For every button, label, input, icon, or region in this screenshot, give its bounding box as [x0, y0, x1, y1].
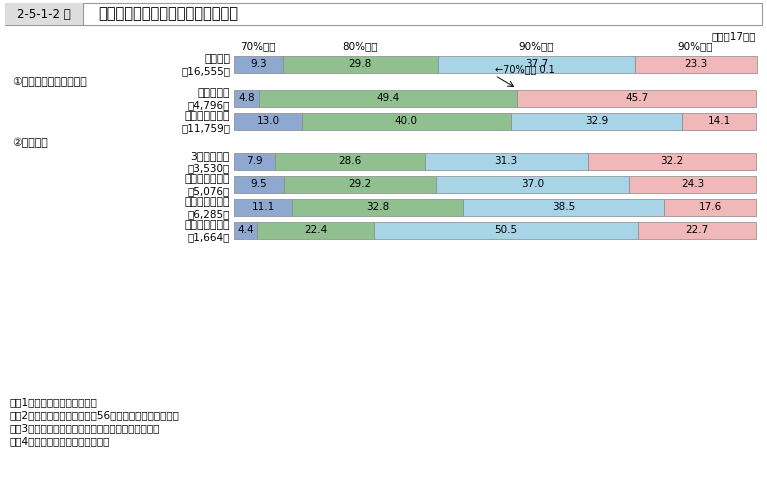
Bar [5, 3, 762, 25]
Bar [463, 198, 664, 216]
Text: 49.4: 49.4 [377, 93, 400, 103]
Bar [518, 90, 756, 106]
Text: （5,076）: （5,076） [188, 186, 230, 196]
Text: 3年を超える: 3年を超える [191, 151, 230, 161]
Text: ←70%未満 0.1: ←70%未満 0.1 [495, 65, 555, 75]
Text: 17.6: 17.6 [699, 202, 722, 212]
Text: 32.8: 32.8 [366, 202, 389, 212]
Bar [683, 113, 756, 129]
Text: 総　　数: 総 数 [204, 54, 230, 64]
Bar [234, 56, 282, 72]
Text: 29.8: 29.8 [349, 59, 372, 69]
Text: 90%未満: 90%未満 [518, 41, 555, 51]
Text: 23.3: 23.3 [684, 59, 707, 69]
Text: 7.9: 7.9 [246, 156, 263, 166]
Bar [588, 152, 756, 170]
Text: 4　（　）内は，実数である。: 4 （ ）内は，実数である。 [10, 436, 110, 446]
Text: 31.3: 31.3 [495, 156, 518, 166]
Text: 37.0: 37.0 [521, 179, 544, 189]
Bar [438, 56, 635, 72]
Bar [302, 113, 511, 129]
Text: 45.7: 45.7 [625, 93, 648, 103]
Text: 3　禁錮刑は「非累犯者」として計上している。: 3 禁錮刑は「非累犯者」として計上している。 [10, 423, 160, 433]
Text: 累　犯　者: 累 犯 者 [197, 88, 230, 98]
Text: （平成17年）: （平成17年） [712, 31, 756, 41]
Text: ②　刑期別: ② 刑期別 [12, 138, 48, 148]
Text: 2-5-1-2 図: 2-5-1-2 図 [17, 8, 71, 21]
Bar [436, 175, 629, 193]
Text: 9.3: 9.3 [250, 59, 267, 69]
Text: （11,759）: （11,759） [181, 123, 230, 133]
Text: 40.0: 40.0 [395, 116, 418, 126]
Bar [637, 221, 756, 239]
Bar [234, 113, 302, 129]
Bar [374, 221, 637, 239]
Bar [234, 175, 284, 193]
Text: 非　累　犯　者: 非 累 犯 者 [185, 111, 230, 121]
Bar [234, 90, 259, 106]
Text: 2　「累犯者」とは，刑法56条に規定する者をいう。: 2 「累犯者」とは，刑法56条に規定する者をいう。 [10, 410, 180, 420]
Bar [284, 175, 436, 193]
Bar [234, 221, 257, 239]
Text: 29.2: 29.2 [348, 179, 371, 189]
Bar [234, 198, 292, 216]
Bar [282, 56, 438, 72]
Bar [635, 56, 756, 72]
Text: 9.5: 9.5 [251, 179, 267, 189]
Text: （16,555）: （16,555） [181, 66, 230, 76]
Text: 22.7: 22.7 [685, 225, 709, 235]
Text: ３　年　以　下: ３ 年 以 下 [185, 174, 230, 184]
Bar [275, 152, 424, 170]
Text: （6,285）: （6,285） [188, 209, 230, 219]
Text: 11.1: 11.1 [252, 202, 275, 212]
Text: 50.5: 50.5 [494, 225, 517, 235]
Bar [292, 198, 463, 216]
Text: 90%以上: 90%以上 [678, 41, 713, 51]
Text: 32.9: 32.9 [585, 116, 608, 126]
Text: 70%未満: 70%未満 [241, 41, 276, 51]
Text: １　年　以　下: １ 年 以 下 [185, 220, 230, 230]
Text: （1,664）: （1,664） [188, 232, 230, 242]
Text: （3,530）: （3,530） [188, 163, 230, 173]
Text: ２　年　以　下: ２ 年 以 下 [185, 197, 230, 207]
Bar [511, 113, 683, 129]
Text: 定期刑仮釈放許可人員の刑の執行率: 定期刑仮釈放許可人員の刑の執行率 [98, 7, 238, 22]
Text: 32.2: 32.2 [660, 156, 683, 166]
Text: 38.5: 38.5 [552, 202, 575, 212]
Text: 37.7: 37.7 [525, 59, 548, 69]
Text: 14.1: 14.1 [708, 116, 731, 126]
Text: 22.4: 22.4 [304, 225, 327, 235]
Bar [424, 152, 588, 170]
Text: 13.0: 13.0 [256, 116, 279, 126]
Text: 24.3: 24.3 [681, 179, 704, 189]
Bar [629, 175, 756, 193]
Text: 4.8: 4.8 [239, 93, 255, 103]
Text: 4.4: 4.4 [237, 225, 254, 235]
Bar [259, 90, 517, 106]
Text: （4,796）: （4,796） [188, 100, 230, 110]
Text: 80%未満: 80%未満 [343, 41, 378, 51]
Bar [664, 198, 756, 216]
Text: 注　1　保護統計年報による。: 注 1 保護統計年報による。 [10, 397, 98, 407]
Bar [234, 152, 275, 170]
Bar [257, 221, 374, 239]
Text: ①　累犯者・非累犯者別: ① 累犯者・非累犯者別 [12, 76, 87, 86]
Bar [5, 3, 83, 25]
Text: 28.6: 28.6 [338, 156, 361, 166]
